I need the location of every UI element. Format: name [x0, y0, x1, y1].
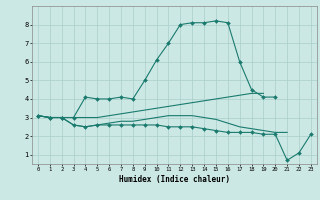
X-axis label: Humidex (Indice chaleur): Humidex (Indice chaleur) — [119, 175, 230, 184]
